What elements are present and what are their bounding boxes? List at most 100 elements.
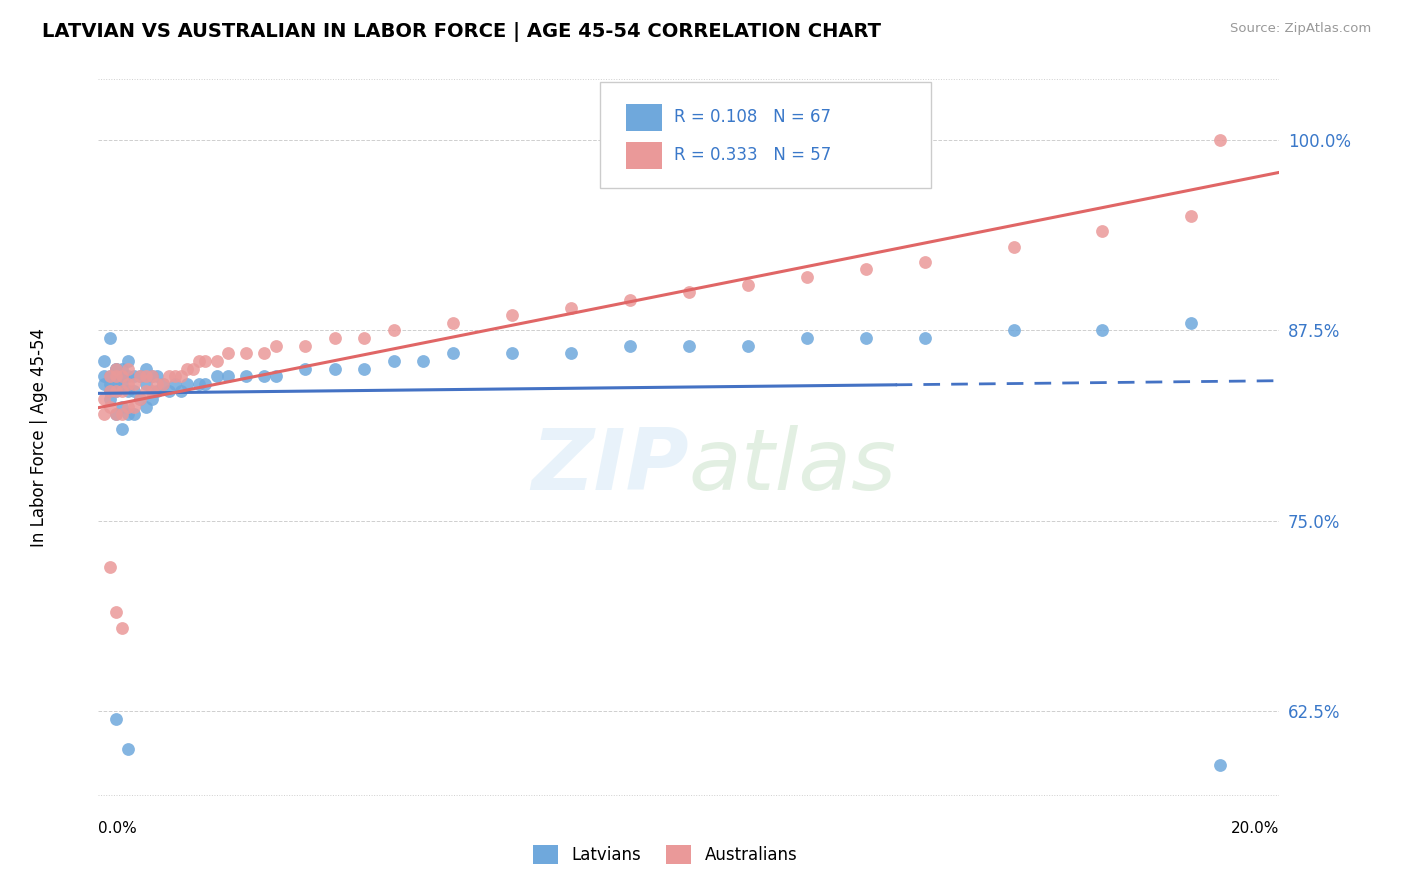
Text: 0.0%: 0.0% (98, 821, 138, 836)
Point (187, 376, 209, 391)
Point (146, 384, 169, 399)
Point (135, 384, 157, 399)
Point (1209, 757, 1232, 772)
Point (105, 407, 128, 421)
Point (157, 384, 180, 399)
Point (235, 346, 257, 360)
Point (105, 712, 128, 726)
Text: LATVIAN VS AUSTRALIAN IN LABOR FORCE | AGE 45-54 CORRELATION CHART: LATVIAN VS AUSTRALIAN IN LABOR FORCE | A… (42, 22, 882, 42)
Text: atlas: atlas (689, 425, 897, 508)
Point (187, 354, 209, 368)
Point (205, 354, 228, 368)
Point (152, 376, 174, 391)
Point (105, 605, 128, 619)
Point (98, 559, 121, 574)
Point (737, 277, 759, 292)
Point (117, 407, 139, 421)
Point (135, 376, 157, 391)
Point (914, 331, 936, 345)
Point (264, 369, 287, 384)
FancyBboxPatch shape (600, 82, 931, 188)
Text: R = 0.333   N = 57: R = 0.333 N = 57 (673, 146, 831, 164)
Text: In Labor Force | Age 45-54: In Labor Force | Age 45-54 (31, 327, 48, 547)
Point (253, 369, 276, 384)
Point (98, 384, 121, 399)
Point (135, 361, 157, 376)
Point (323, 361, 346, 376)
Point (98, 384, 121, 399)
Point (111, 376, 134, 391)
Point (855, 262, 877, 277)
Point (93, 369, 115, 384)
Point (165, 369, 187, 384)
Point (128, 369, 150, 384)
Point (412, 354, 434, 368)
Point (93, 376, 115, 391)
Point (323, 331, 346, 345)
Point (111, 369, 134, 384)
Text: Source: ZipAtlas.com: Source: ZipAtlas.com (1230, 22, 1371, 36)
Point (152, 376, 174, 391)
Point (105, 384, 128, 399)
Point (105, 376, 128, 391)
Point (560, 301, 582, 315)
Point (217, 346, 239, 360)
Point (105, 369, 128, 384)
Point (105, 361, 128, 376)
Point (141, 384, 163, 399)
Point (128, 392, 150, 406)
Point (235, 369, 257, 384)
FancyBboxPatch shape (626, 103, 662, 131)
Point (194, 376, 217, 391)
Legend: Latvians, Australians: Latvians, Australians (533, 845, 797, 864)
Point (98, 331, 121, 345)
Point (264, 338, 287, 352)
Point (105, 361, 128, 376)
Point (111, 361, 134, 376)
Point (205, 369, 228, 384)
Point (135, 369, 157, 384)
Point (117, 376, 139, 391)
Point (111, 384, 134, 399)
Point (382, 323, 405, 337)
Point (1002, 239, 1025, 253)
Point (105, 361, 128, 376)
Point (117, 361, 139, 376)
Point (176, 376, 198, 391)
Point (855, 331, 877, 345)
Point (98, 376, 121, 391)
Text: R = 0.108   N = 67: R = 0.108 N = 67 (673, 109, 831, 127)
Point (1091, 224, 1114, 238)
Point (796, 331, 818, 345)
Point (737, 338, 759, 352)
Point (93, 392, 115, 406)
Point (441, 316, 464, 330)
Point (117, 742, 139, 756)
Point (353, 331, 375, 345)
Point (98, 392, 121, 406)
Point (146, 376, 169, 391)
Point (796, 270, 818, 285)
Point (294, 361, 316, 376)
Point (1180, 316, 1202, 330)
Point (501, 308, 523, 322)
Point (353, 361, 375, 376)
Point (165, 376, 187, 391)
Point (157, 369, 180, 384)
Point (98, 369, 121, 384)
Point (111, 369, 134, 384)
Point (105, 384, 128, 399)
Point (560, 346, 582, 360)
Point (181, 361, 204, 376)
Point (122, 376, 145, 391)
Point (678, 338, 700, 352)
Point (128, 392, 150, 406)
Point (441, 346, 464, 360)
Point (1091, 323, 1114, 337)
Point (619, 338, 641, 352)
Point (170, 384, 193, 399)
Point (122, 407, 145, 421)
Point (914, 255, 936, 269)
Point (678, 285, 700, 300)
Point (382, 354, 405, 368)
